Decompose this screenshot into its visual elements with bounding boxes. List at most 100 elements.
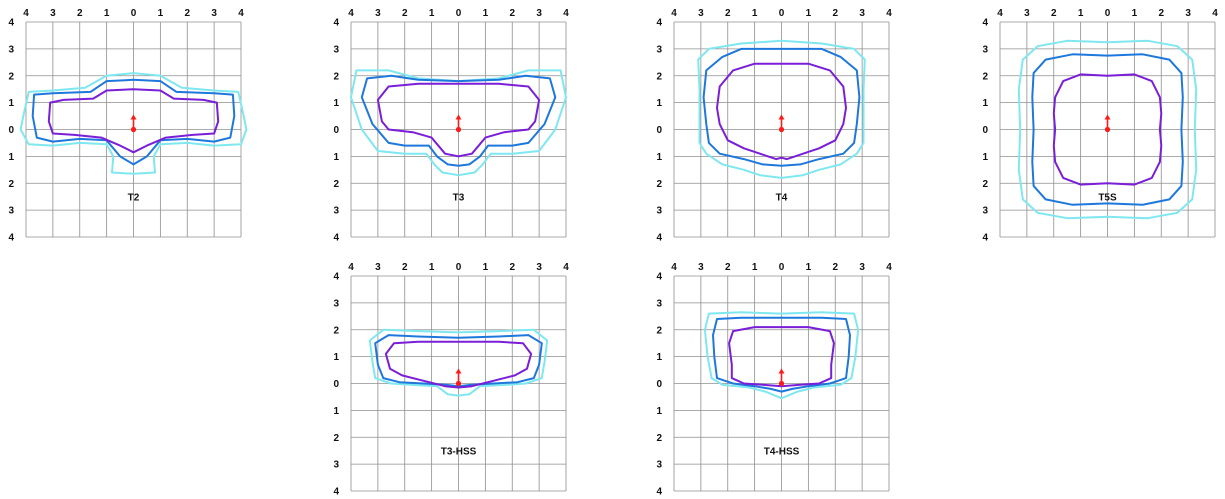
y-tick-label: 1 [333, 406, 339, 417]
y-tick-label: 1 [656, 98, 662, 109]
x-tick-label: 1 [752, 8, 758, 19]
y-tick-label: 3 [8, 206, 14, 217]
x-tick-label: 1 [429, 262, 435, 273]
x-tick-label: 1 [1078, 8, 1084, 19]
y-tick-label: 3 [333, 460, 339, 471]
aim-marker-dot [455, 126, 462, 133]
x-tick-label: 2 [402, 262, 408, 273]
isoline-2 [374, 334, 543, 388]
x-tick-label: 4 [23, 8, 29, 19]
x-tick-label: 3 [1024, 8, 1030, 19]
y-tick-label: 4 [656, 272, 662, 283]
x-tick-label: 3 [375, 8, 381, 19]
y-tick-label: 4 [982, 18, 988, 29]
x-tick-label: 3 [375, 262, 381, 273]
y-tick-label: 1 [333, 152, 339, 163]
x-tick-label: 4 [563, 262, 569, 273]
isoline-1 [1017, 39, 1198, 220]
y-tick-label: 4 [656, 487, 662, 498]
x-tick-label: 0 [1105, 8, 1111, 19]
x-tick-label: 1 [483, 262, 489, 273]
x-tick-label: 3 [698, 8, 704, 19]
aim-marker-dot [778, 380, 785, 387]
aim-marker-arrowhead [778, 114, 785, 120]
x-tick-label: 2 [184, 8, 190, 19]
x-tick-label: 1 [806, 262, 812, 273]
isoline-1 [350, 69, 567, 177]
isoline-1 [697, 39, 866, 179]
isoline-3 [47, 88, 220, 154]
aim-marker-dot [455, 380, 462, 387]
isoline-2 [31, 78, 236, 166]
x-tick-label: 3 [211, 8, 217, 19]
x-tick-label: 4 [1212, 8, 1218, 19]
y-tick-label: 4 [333, 233, 339, 244]
y-tick-label: 4 [333, 18, 339, 29]
x-tick-label: 1 [1132, 8, 1138, 19]
y-tick-label: 4 [656, 233, 662, 244]
y-tick-label: 2 [8, 179, 14, 190]
x-tick-label: 4 [997, 8, 1003, 19]
x-tick-label: 4 [238, 8, 244, 19]
x-tick-label: 2 [832, 8, 838, 19]
y-tick-label: 2 [982, 179, 988, 190]
aim-marker-arrowhead [455, 114, 462, 120]
y-tick-label: 1 [8, 152, 14, 163]
y-tick-label: 1 [333, 352, 339, 363]
y-tick-label: 3 [8, 44, 14, 55]
isoline-1 [19, 72, 248, 175]
x-tick-label: 0 [456, 8, 462, 19]
x-tick-label: 3 [1185, 8, 1191, 19]
x-tick-label: 3 [536, 8, 542, 19]
x-tick-label: 4 [348, 8, 354, 19]
y-tick-label: 2 [656, 325, 662, 336]
x-tick-label: 4 [563, 8, 569, 19]
x-tick-label: 2 [77, 8, 83, 19]
isoline-3 [1052, 73, 1163, 186]
x-tick-label: 4 [671, 8, 677, 19]
x-tick-label: 1 [104, 8, 110, 19]
x-tick-label: 4 [671, 262, 677, 273]
x-tick-label: 2 [832, 262, 838, 273]
aim-marker-arrowhead [130, 114, 137, 120]
y-tick-label: 4 [8, 233, 14, 244]
aim-marker-arrowhead [455, 368, 462, 374]
y-tick-label: 2 [656, 71, 662, 82]
x-tick-label: 2 [1051, 8, 1057, 19]
x-tick-label: 4 [886, 8, 892, 19]
aim-marker-arrowhead [1104, 114, 1111, 120]
y-tick-label: 4 [656, 18, 662, 29]
x-tick-label: 1 [806, 8, 812, 19]
x-tick-label: 3 [50, 8, 56, 19]
isoline-2 [702, 47, 861, 167]
isoline-3 [376, 82, 541, 158]
y-tick-label: 2 [656, 433, 662, 444]
y-tick-label: 1 [656, 152, 662, 163]
y-tick-label: 0 [982, 125, 988, 136]
panel-title: T3 [453, 193, 465, 204]
y-tick-label: 1 [982, 98, 988, 109]
x-tick-label: 3 [859, 262, 865, 273]
x-tick-label: 1 [158, 8, 164, 19]
panel-title: T3-HSS [441, 447, 477, 458]
x-tick-label: 2 [1158, 8, 1164, 19]
y-tick-label: 2 [333, 325, 339, 336]
y-tick-label: 3 [656, 206, 662, 217]
panel-title: T4-HSS [764, 447, 800, 458]
y-tick-label: 3 [982, 206, 988, 217]
y-tick-label: 2 [8, 71, 14, 82]
x-tick-label: 0 [779, 262, 785, 273]
x-tick-label: 1 [429, 8, 435, 19]
y-tick-label: 0 [333, 379, 339, 390]
x-tick-label: 0 [131, 8, 137, 19]
aim-marker-dot [1104, 126, 1111, 133]
x-tick-label: 2 [509, 262, 515, 273]
panel-title: T4 [776, 193, 788, 204]
x-tick-label: 4 [886, 262, 892, 273]
y-tick-label: 3 [333, 44, 339, 55]
y-tick-label: 3 [333, 298, 339, 309]
